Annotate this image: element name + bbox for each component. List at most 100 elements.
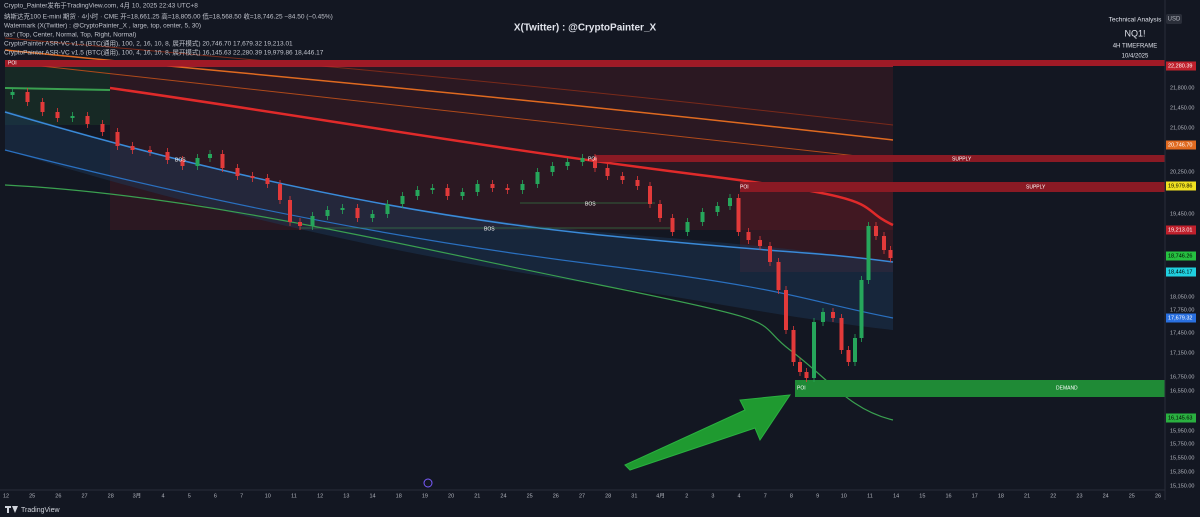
candle <box>310 216 315 226</box>
candle <box>195 158 200 166</box>
symbol-line: 纳斯达克100 E-mini 期货 · 4小时 · CME 开=18,661.2… <box>4 12 333 21</box>
price-tick-label: 15,950.00 <box>1170 428 1194 434</box>
supply-zone <box>740 182 1165 192</box>
zone-label: BOS <box>585 201 596 207</box>
candle <box>812 322 816 378</box>
candle <box>715 206 720 212</box>
date-tick-label: 3月 <box>133 492 142 499</box>
footer-brand: TradingView <box>21 507 60 514</box>
candle <box>250 176 255 178</box>
price-tick-label: 16,550.00 <box>1170 388 1194 394</box>
date-tick-label: 26 <box>553 493 559 499</box>
indicator-line: CryptoPainter ASR-VC v1.5 (BTC(通用), 100,… <box>4 39 293 48</box>
date-tick-label: 24 <box>1103 493 1109 499</box>
date-tick-label: 2 <box>685 493 688 499</box>
candle <box>853 338 857 362</box>
footer-bar <box>0 502 1200 517</box>
candle <box>505 188 510 190</box>
price-badge <box>1166 140 1196 150</box>
band-line <box>4 37 894 126</box>
zone-label: BOS <box>175 157 186 163</box>
candle <box>325 210 330 216</box>
price-badge <box>1166 413 1196 423</box>
candle <box>776 262 781 290</box>
currency-box[interactable] <box>1166 14 1182 24</box>
info-symbol: NQ1! <box>1124 28 1145 38</box>
date-tick-label: 6 <box>214 493 217 499</box>
candle <box>535 172 540 184</box>
date-tick-label: 26 <box>1155 493 1161 499</box>
price-badge <box>1166 225 1196 235</box>
candle <box>100 124 105 132</box>
date-tick-label: 25 <box>527 493 533 499</box>
date-tick-label: 12 <box>3 493 9 499</box>
candle <box>831 312 835 318</box>
price-tick-label: 21,450.00 <box>1170 105 1194 111</box>
candle <box>85 116 90 124</box>
candle <box>180 160 185 166</box>
date-tick-label: 25 <box>29 493 35 499</box>
price-badge <box>1166 61 1196 71</box>
candle <box>804 372 809 378</box>
zone-label: POI <box>740 184 749 190</box>
date-tick-label: 4 <box>162 493 165 499</box>
price-tick-label: 15,750.00 <box>1170 441 1194 447</box>
date-tick-label: 28 <box>605 493 611 499</box>
price-badge-label: 18,746.26 <box>1168 253 1192 259</box>
candle <box>685 222 690 232</box>
zone-label: POI <box>8 60 17 66</box>
date-tick-label: 3 <box>711 493 714 499</box>
event-icon[interactable] <box>423 478 433 488</box>
date-tick-label: 19 <box>422 493 428 499</box>
date-tick-label: 11 <box>867 493 873 499</box>
date-tick-label: 17 <box>972 493 978 499</box>
candle <box>746 232 751 240</box>
published-line: Crypto_Painter发布于TradingView.com, 4月 10,… <box>4 1 198 10</box>
date-tick-label: 21 <box>474 493 480 499</box>
candle <box>370 214 375 218</box>
candle <box>874 226 878 236</box>
price-tick-label: 15,150.00 <box>1170 483 1194 489</box>
supply-zone <box>595 155 1165 162</box>
price-tick-label: 21,800.00 <box>1170 85 1194 91</box>
date-tick-label: 14 <box>369 493 375 499</box>
date-tick-label: 8 <box>790 493 793 499</box>
date-tick-label: 9 <box>816 493 819 499</box>
candle <box>130 146 135 150</box>
price-badge <box>1166 313 1196 323</box>
watermark: X(Twitter) : @CryptoPainter_X <box>514 23 657 34</box>
zone-label: DEMAND <box>1056 385 1078 391</box>
candle <box>784 290 788 330</box>
date-tick-label: 27 <box>579 493 585 499</box>
candle <box>839 318 844 350</box>
candle <box>355 208 360 218</box>
candle <box>165 152 170 160</box>
info-title: Technical Analysis <box>1109 17 1162 24</box>
candle <box>25 92 30 102</box>
date-tick-label: 5 <box>188 493 191 499</box>
candle <box>846 350 851 362</box>
date-tick-label: 24 <box>500 493 506 499</box>
date-tick-label: 13 <box>343 493 349 499</box>
candle <box>593 158 597 168</box>
date-tick-label: 11 <box>291 493 297 499</box>
price-badge <box>1166 181 1196 191</box>
candle <box>565 162 570 166</box>
candle <box>700 212 705 222</box>
price-tick-label: 17,450.00 <box>1170 330 1194 336</box>
candle <box>70 116 75 118</box>
date-tick-label: 7 <box>764 493 767 499</box>
date-tick-label: 16 <box>945 493 951 499</box>
candle <box>148 150 152 152</box>
price-tick-label: 17,150.00 <box>1170 350 1194 356</box>
band-line <box>4 149 894 319</box>
date-tick-label: 4月 <box>656 492 665 499</box>
candle <box>768 246 772 262</box>
candle <box>220 154 225 168</box>
poi-zone <box>5 60 1165 66</box>
indicator-line: CryptoPainter ASR-VC v1.5 (BTC(通用), 100,… <box>4 48 324 57</box>
candle <box>859 280 864 338</box>
currency[interactable]: USD <box>1168 17 1181 23</box>
price-tick-label: 16,750.00 <box>1170 374 1194 380</box>
